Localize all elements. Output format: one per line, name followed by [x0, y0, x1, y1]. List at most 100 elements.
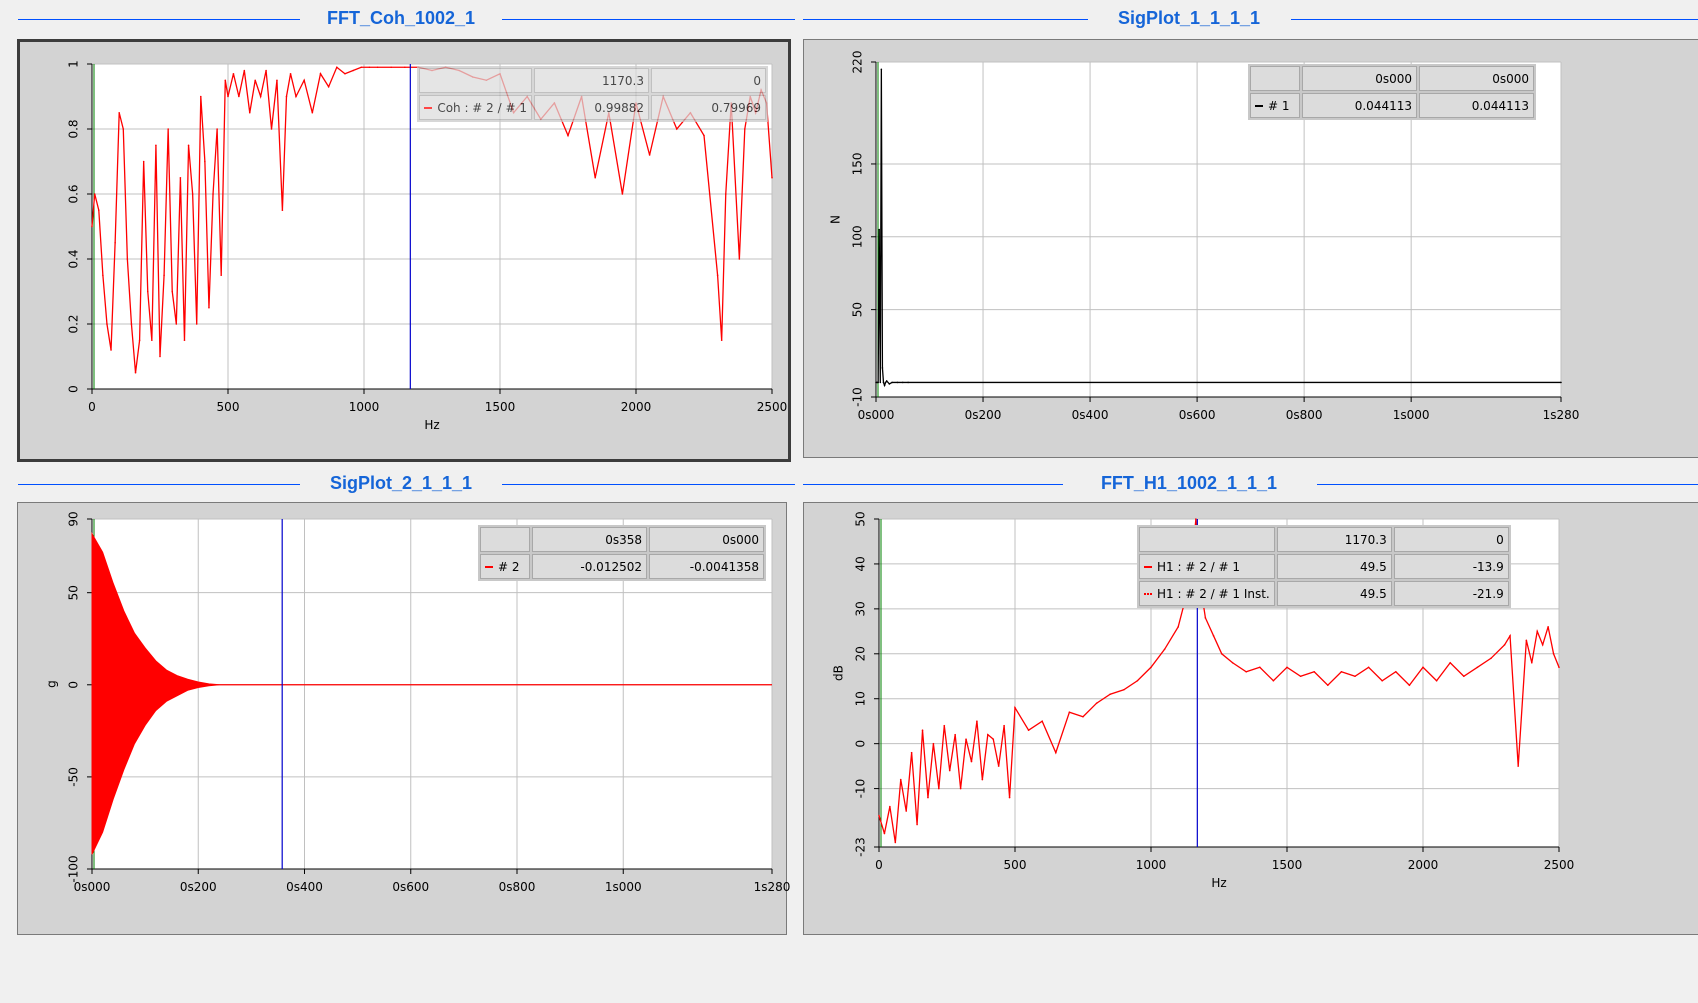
data-point	[910, 751, 913, 754]
data-point	[1560, 381, 1562, 384]
cursor-value: -21.9	[1393, 581, 1509, 606]
title-rule-right	[502, 19, 795, 20]
data-point	[938, 787, 940, 790]
y-tick-label: -23	[854, 837, 868, 857]
y-tick-label: 50	[851, 302, 865, 317]
y-tick-label: 30	[854, 601, 868, 616]
cursor-row-label: Coh : # 2 / # 1	[419, 95, 532, 120]
panel-title: SigPlot_1_1_1_1	[1111, 8, 1267, 29]
plot-frame[interactable]: 0s000 0s200 0s400 0s600 0s800 1s000 1s280 -10 50…	[803, 39, 1698, 458]
y-tick-label: -100	[67, 855, 81, 882]
data-point	[98, 209, 100, 212]
data-point	[676, 128, 678, 130]
data-point	[878, 228, 881, 231]
data-point	[159, 355, 161, 358]
legend-label: H1 : # 2 / # 1	[1157, 559, 1241, 574]
panel-sigplot-2: SigPlot_2_1_1_1 0s000 0s200 0s400 0s600 0s80…	[0, 469, 795, 935]
data-point	[921, 729, 924, 731]
x-tick-label: 1s000	[605, 880, 642, 894]
legend-swatch-icon	[485, 566, 493, 568]
data-point	[146, 290, 149, 293]
data-point	[281, 209, 284, 212]
data-point	[943, 724, 946, 727]
y-tick-label: 40	[854, 556, 868, 571]
plot-frame[interactable]: 0s000 0s200 0s400 0s600 0s800 1s000 1s280 -100 -…	[17, 502, 790, 935]
series-line	[878, 518, 1560, 843]
cursor-value: 0.044113	[1302, 93, 1417, 118]
cursor-row-label: # 1	[1250, 93, 1300, 118]
cursor-row-label: H1 : # 2 / # 1 Inst.	[1139, 581, 1275, 606]
data-point	[368, 66, 371, 69]
data-point	[183, 339, 186, 342]
data-point	[248, 111, 251, 114]
data-point	[932, 742, 935, 745]
panel-title-row: SigPlot_1_1_1_1	[803, 4, 1698, 34]
data-point	[1517, 765, 1519, 767]
cursor-row-label: # 2	[480, 554, 530, 579]
data-point	[1177, 626, 1179, 628]
cursor-table-row: 0s358 0s000	[480, 527, 764, 552]
data-point	[948, 769, 951, 772]
x-tick-label: 2000	[621, 400, 652, 414]
data-point	[1536, 630, 1539, 633]
data-point	[1095, 702, 1098, 705]
data-point	[91, 225, 93, 228]
data-point	[976, 720, 978, 722]
panel-title-row: SigPlot_2_1_1_1	[0, 469, 795, 499]
data-point	[106, 323, 108, 325]
legend-swatch-icon	[1144, 593, 1152, 595]
data-point	[1003, 724, 1005, 727]
data-point	[175, 323, 178, 325]
data-point	[1354, 675, 1356, 678]
data-point	[981, 778, 984, 781]
panel-fft-h1: FFT_H1_1002_1_1_1 0 500 1000 1500 2000 2500 -2…	[803, 469, 1698, 935]
y-axis-label: g	[45, 680, 59, 688]
y-tick-label: 0	[854, 740, 868, 748]
y-tick-label: 10	[854, 691, 868, 706]
data-point	[888, 383, 891, 385]
y-tick-label: 90	[67, 511, 81, 526]
cursor-value: 0	[651, 68, 766, 93]
plot-frame[interactable]: 0 500 1000 1500 2000 2500 -23 -10 0 10 20 30 40 50 Hz d…	[803, 502, 1698, 935]
data-point	[1027, 729, 1030, 731]
data-point	[992, 738, 995, 740]
data-point	[1231, 661, 1234, 664]
data-point	[905, 810, 907, 812]
data-point	[1136, 679, 1139, 682]
data-point	[883, 832, 886, 835]
x-tick-label: 2000	[1408, 858, 1439, 872]
cursor-value: 0.044113	[1419, 93, 1534, 118]
data-point	[1212, 635, 1215, 637]
legend-label: Coh : # 2 / # 1	[437, 100, 527, 115]
data-point	[360, 66, 363, 69]
y-tick-label: 20	[854, 646, 868, 661]
data-point	[1041, 720, 1043, 722]
data-point	[118, 111, 120, 114]
cursor-row-label: H1 : # 2 / # 1	[1139, 554, 1275, 579]
x-tick-label: 1000	[1136, 858, 1167, 872]
x-tick-label: 2500	[757, 400, 788, 414]
data-point	[881, 367, 884, 369]
panel-title: FFT_Coh_1002_1	[320, 8, 482, 29]
data-point	[1381, 679, 1383, 682]
data-point	[1055, 751, 1057, 754]
plot-frame[interactable]: 0 500 1000 1500 2000 2500 0 0.2 0.4 0.6 0.8 1 Hz 117…	[17, 39, 791, 462]
x-tick-label: 0	[875, 858, 883, 872]
data-point	[179, 176, 182, 179]
data-point	[771, 176, 773, 179]
x-tick-label: 500	[217, 400, 240, 414]
data-point	[122, 128, 125, 130]
data-point	[896, 381, 899, 384]
data-point	[1552, 652, 1555, 655]
x-tick-label: 1500	[1272, 858, 1303, 872]
data-point	[390, 66, 393, 69]
data-point	[1395, 670, 1397, 673]
data-point	[1558, 666, 1560, 669]
data-point	[899, 778, 902, 781]
cursor-table-row: H1 : # 2 / # 1 49.5 -13.9	[1139, 554, 1509, 579]
data-point	[254, 79, 256, 82]
data-point	[891, 381, 893, 384]
y-axis-label: N	[829, 215, 843, 224]
data-point	[1286, 666, 1288, 669]
data-point	[1422, 666, 1424, 669]
